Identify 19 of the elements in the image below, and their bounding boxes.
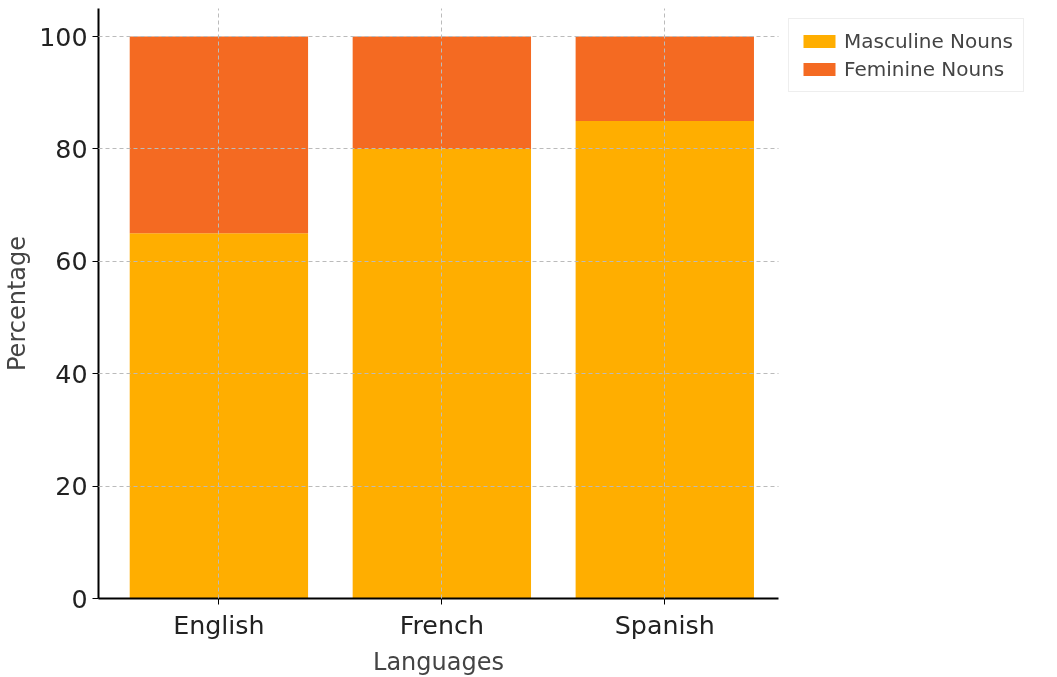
- y-tick-label: 100: [39, 21, 88, 52]
- y-tick-label: 20: [55, 471, 88, 502]
- legend-label: Feminine Nouns: [844, 57, 1005, 81]
- bar: [352, 36, 532, 149]
- y-tick-label: 0: [71, 583, 88, 614]
- bar: [352, 148, 532, 599]
- legend-label: Masculine Nouns: [844, 29, 1014, 53]
- x-tick-label: Spanish: [614, 609, 715, 640]
- y-tick-label: 80: [55, 133, 88, 164]
- bar: [129, 36, 309, 234]
- x-axis-title: Languages: [373, 647, 504, 676]
- y-axis-title: Percentage: [3, 235, 32, 372]
- x-tick-label: French: [399, 609, 484, 640]
- bar: [575, 120, 754, 599]
- y-tick-label: 40: [55, 358, 88, 389]
- bar: [575, 36, 754, 121]
- x-tick-label: English: [173, 609, 265, 640]
- bar: [129, 233, 309, 599]
- y-tick-label: 60: [55, 246, 88, 277]
